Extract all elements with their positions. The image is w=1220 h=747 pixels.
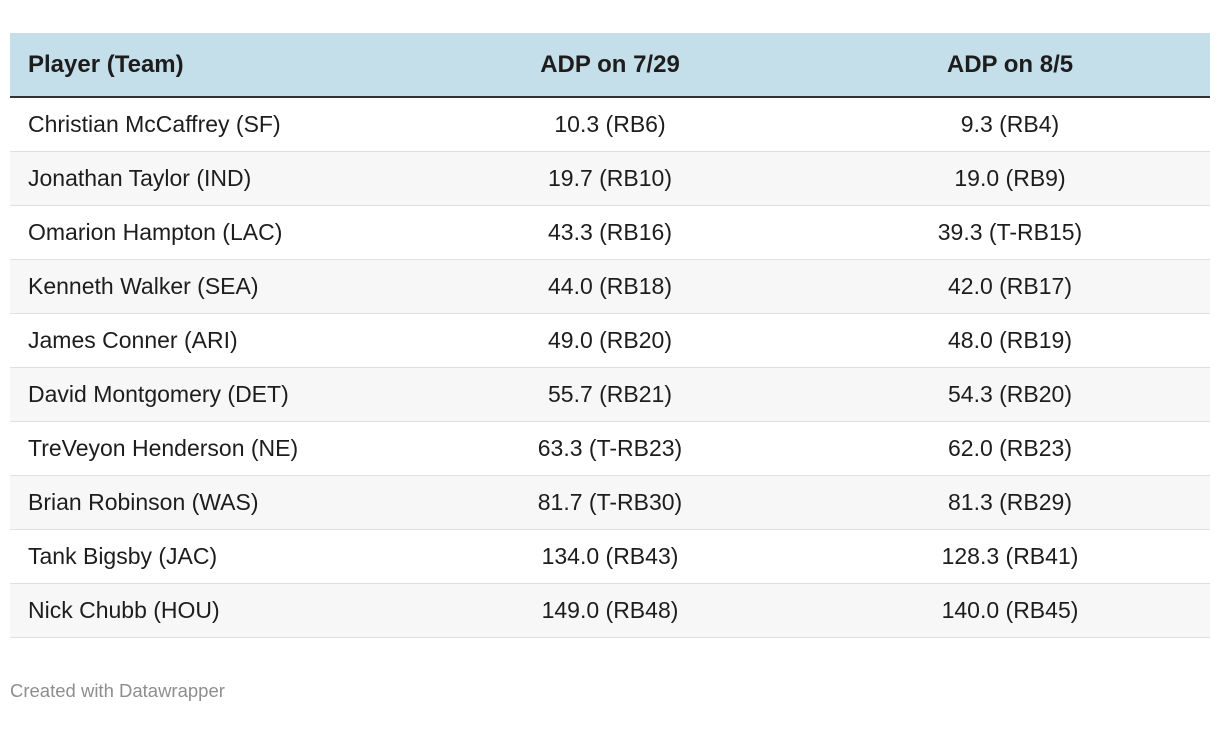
adp-85-cell: 140.0 (RB45) — [810, 583, 1210, 638]
player-cell: Brian Robinson (WAS) — [10, 475, 410, 530]
table-row: TreVeyon Henderson (NE) 63.3 (T-RB23) 62… — [10, 421, 1210, 476]
adp-729-cell: 43.3 (RB16) — [410, 205, 810, 260]
adp-85-cell: 9.3 (RB4) — [810, 97, 1210, 152]
adp-729-cell: 44.0 (RB18) — [410, 259, 810, 314]
table-row: Jonathan Taylor (IND) 19.7 (RB10) 19.0 (… — [10, 151, 1210, 206]
datawrapper-table-page: Player (Team) ADP on 7/29 ADP on 8/5 Chr… — [0, 33, 1220, 747]
player-cell: Kenneth Walker (SEA) — [10, 259, 410, 314]
player-cell: Omarion Hampton (LAC) — [10, 205, 410, 260]
adp-85-cell: 128.3 (RB41) — [810, 529, 1210, 584]
adp-729-cell: 10.3 (RB6) — [410, 97, 810, 152]
adp-85-cell: 39.3 (T-RB15) — [810, 205, 1210, 260]
adp-729-cell: 49.0 (RB20) — [410, 313, 810, 368]
player-cell: Jonathan Taylor (IND) — [10, 151, 410, 206]
adp-729-cell: 19.7 (RB10) — [410, 151, 810, 206]
table-row: Christian McCaffrey (SF) 10.3 (RB6) 9.3 … — [10, 97, 1210, 152]
attribution-footer: Created with Datawrapper — [10, 680, 1220, 702]
column-header-adp-85: ADP on 8/5 — [810, 33, 1210, 98]
column-header-player: Player (Team) — [10, 33, 410, 98]
column-header-adp-729: ADP on 7/29 — [410, 33, 810, 98]
adp-85-cell: 42.0 (RB17) — [810, 259, 1210, 314]
table-row: Omarion Hampton (LAC) 43.3 (RB16) 39.3 (… — [10, 205, 1210, 260]
adp-85-cell: 54.3 (RB20) — [810, 367, 1210, 422]
adp-85-cell: 48.0 (RB19) — [810, 313, 1210, 368]
adp-85-cell: 19.0 (RB9) — [810, 151, 1210, 206]
adp-85-cell: 81.3 (RB29) — [810, 475, 1210, 530]
adp-85-cell: 62.0 (RB23) — [810, 421, 1210, 476]
player-cell: David Montgomery (DET) — [10, 367, 410, 422]
table-row: Tank Bigsby (JAC) 134.0 (RB43) 128.3 (RB… — [10, 529, 1210, 584]
adp-729-cell: 81.7 (T-RB30) — [410, 475, 810, 530]
adp-729-cell: 134.0 (RB43) — [410, 529, 810, 584]
player-cell: Nick Chubb (HOU) — [10, 583, 410, 638]
player-cell: TreVeyon Henderson (NE) — [10, 421, 410, 476]
adp-729-cell: 55.7 (RB21) — [410, 367, 810, 422]
adp-comparison-table: Player (Team) ADP on 7/29 ADP on 8/5 Chr… — [10, 33, 1210, 638]
table-row: Nick Chubb (HOU) 149.0 (RB48) 140.0 (RB4… — [10, 583, 1210, 638]
datawrapper-attribution-link[interactable]: Created with Datawrapper — [10, 680, 225, 701]
player-cell: Christian McCaffrey (SF) — [10, 97, 410, 152]
table-header-row: Player (Team) ADP on 7/29 ADP on 8/5 — [10, 33, 1210, 98]
player-cell: James Conner (ARI) — [10, 313, 410, 368]
table-row: Kenneth Walker (SEA) 44.0 (RB18) 42.0 (R… — [10, 259, 1210, 314]
adp-729-cell: 63.3 (T-RB23) — [410, 421, 810, 476]
table-row: James Conner (ARI) 49.0 (RB20) 48.0 (RB1… — [10, 313, 1210, 368]
table-row: Brian Robinson (WAS) 81.7 (T-RB30) 81.3 … — [10, 475, 1210, 530]
table-row: David Montgomery (DET) 55.7 (RB21) 54.3 … — [10, 367, 1210, 422]
adp-729-cell: 149.0 (RB48) — [410, 583, 810, 638]
player-cell: Tank Bigsby (JAC) — [10, 529, 410, 584]
